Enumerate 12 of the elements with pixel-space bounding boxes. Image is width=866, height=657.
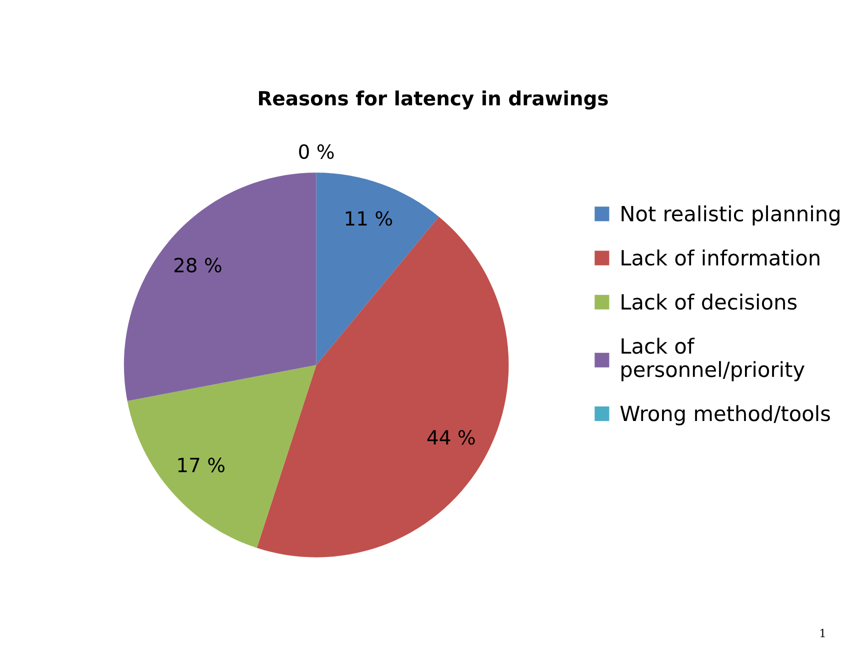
data-label: 44 % — [427, 430, 475, 445]
chart-title: Reasons for latency in drawings — [259, 90, 608, 110]
data-label: 28 % — [174, 258, 222, 273]
text: 0 % — [299, 144, 334, 159]
legend-label: Lack of information — [622, 249, 820, 266]
legend-label: Lack of personnel/priority — [622, 338, 804, 382]
text: 1 — [820, 628, 825, 638]
legend-label: Wrong method/tools — [620, 405, 830, 426]
legend-label: Not realistic planning — [622, 205, 840, 226]
data-label: 17 % — [178, 458, 224, 472]
legend-label: Lack of decisions — [622, 294, 797, 310]
data-label: 11 % — [346, 211, 392, 226]
